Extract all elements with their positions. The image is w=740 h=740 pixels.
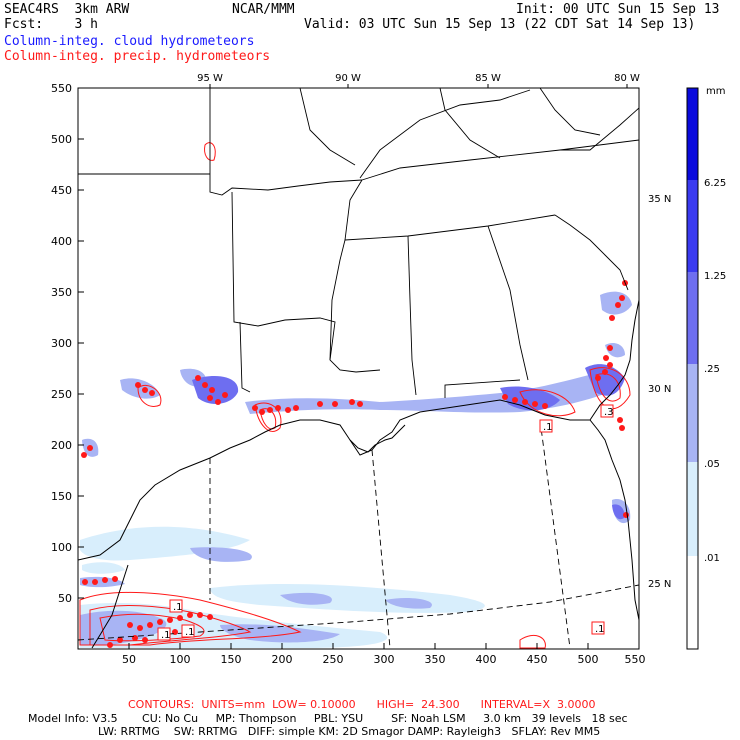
colorbar-label: .01 [704, 553, 720, 564]
x-tick-label: 400 [476, 653, 497, 666]
colorbar-segment [687, 272, 698, 364]
lon-label: 90 W [335, 73, 361, 84]
y-axis: 550 500 450 400 350 300 250 200 150 100 … [51, 82, 84, 605]
contour-label: .1 [543, 422, 553, 433]
x-tick-label: 300 [374, 653, 395, 666]
valid-time: Valid: 03 UTC Sun 15 Sep 13 (22 CDT Sat … [304, 17, 696, 32]
contour-label: .1 [161, 630, 171, 641]
colorbar-segment [687, 462, 698, 556]
model-title: SEAC4RS 3km ARW [4, 2, 130, 17]
model-info-line2: LW: RRTMG SW: RRTMG DIFF: simple KM: 2D … [98, 725, 601, 738]
y-tick-label: 550 [51, 82, 72, 95]
x-axis: 50 100 150 200 250 300 350 400 450 500 5… [122, 643, 646, 666]
x-tick-label: 200 [272, 653, 293, 666]
y-tick-label: 250 [51, 388, 72, 401]
x-tick-label: 150 [221, 653, 242, 666]
y-tick-label: 50 [58, 592, 72, 605]
y-tick-label: 300 [51, 337, 72, 350]
contour-label: .1 [173, 602, 183, 613]
longitude-labels: 95 W 90 W 85 W 80 W [197, 73, 640, 88]
colorbar-segment [687, 88, 698, 180]
coastline [78, 299, 639, 649]
contours-info: CONTOURS: UNITS=mm LOW= 0.10000 HIGH= 24… [128, 698, 596, 711]
contour-label: .1 [185, 627, 195, 638]
colorbar-label: 1.25 [704, 271, 726, 282]
colorbar-segment [687, 180, 698, 272]
lat-label: 25 N [648, 579, 671, 590]
contour-label: .3 [604, 407, 614, 418]
colorbar-unit: mm [706, 86, 725, 97]
field-cloud-label: Column-integ. cloud hydrometeors [4, 34, 255, 49]
lon-label: 95 W [197, 73, 223, 84]
y-tick-label: 100 [51, 541, 72, 554]
y-tick-label: 500 [51, 133, 72, 146]
x-tick-label: 100 [170, 653, 191, 666]
colorbar-label: .05 [704, 459, 720, 470]
contour-labels: .1 .1 .1 .3 .1 .1 [157, 404, 614, 641]
x-tick-label: 350 [425, 653, 446, 666]
colorbar: mm 6.25 1.25 .25 .05 .01 [686, 86, 726, 650]
y-tick-label: 200 [51, 439, 72, 452]
domain-boundaries [78, 419, 639, 649]
y-tick-label: 150 [51, 490, 72, 503]
forecast-hour: Fcst: 3 h [4, 17, 98, 32]
y-tick-label: 350 [51, 286, 72, 299]
lat-label: 35 N [648, 194, 671, 205]
center-title: NCAR/MMM [232, 2, 295, 17]
x-tick-label: 550 [625, 653, 646, 666]
map-plot-area [78, 88, 639, 649]
state-boundaries [78, 88, 639, 398]
lon-label: 85 W [475, 73, 501, 84]
map-frame [77, 87, 640, 650]
colorbar-label: .25 [704, 364, 720, 375]
colorbar-label: 6.25 [704, 178, 726, 189]
x-tick-label: 450 [527, 653, 548, 666]
y-tick-label: 450 [51, 184, 72, 197]
lon-label: 80 W [614, 73, 640, 84]
latitude-labels: 35 N 30 N 25 N [648, 194, 671, 590]
colorbar-segment [687, 556, 698, 649]
field-precip-label: Column-integ. precip. hydrometeors [4, 49, 271, 64]
y-tick-label: 400 [51, 235, 72, 248]
precip-contours [79, 142, 631, 649]
init-time: Init: 00 UTC Sun 15 Sep 13 [516, 2, 720, 17]
x-tick-label: 50 [122, 653, 136, 666]
model-info-line1: Model Info: V3.5 CU: No Cu MP: Thompson … [28, 712, 628, 725]
lat-label: 30 N [648, 384, 671, 395]
x-tick-label: 250 [323, 653, 344, 666]
x-tick-label: 500 [578, 653, 599, 666]
contour-label: .1 [595, 624, 605, 635]
colorbar-segment [687, 364, 698, 462]
